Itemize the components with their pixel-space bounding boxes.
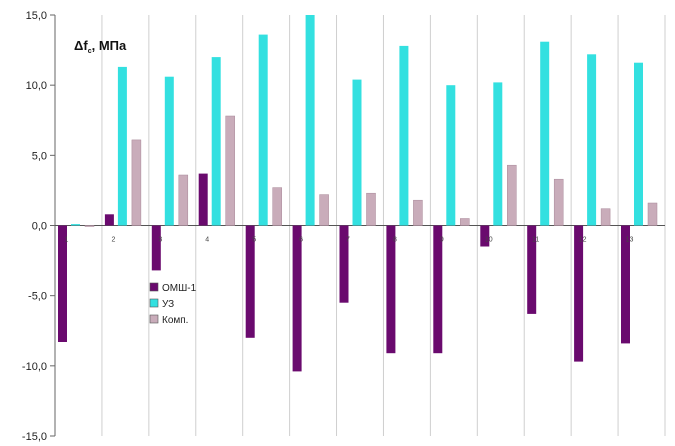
legend-swatch [149, 314, 159, 324]
bar-2 [540, 41, 550, 226]
y-tick-label: -5,0 [28, 291, 47, 303]
bar-2 [493, 82, 503, 226]
bar-2 [117, 66, 127, 226]
bar-2 [71, 224, 80, 226]
category-label: 8 [393, 237, 397, 244]
bar-3 [225, 115, 235, 226]
legend-label: Комп. [162, 315, 188, 326]
bar-1 [621, 225, 630, 344]
legend-swatch [149, 282, 159, 292]
bar-2 [211, 57, 221, 226]
bar-2 [305, 15, 315, 226]
legend-label: ОМШ-1 [162, 283, 197, 294]
bar-3 [178, 174, 189, 226]
bar-1 [198, 173, 208, 226]
bar-3 [600, 208, 611, 226]
category-label: 10 [485, 237, 493, 244]
y-tick-label: -15,0 [22, 431, 47, 443]
y-tick-label: -10,0 [22, 361, 47, 373]
bar-3 [84, 225, 95, 227]
bar-1 [104, 214, 114, 226]
bar-1 [386, 225, 396, 354]
category-label: 11 [532, 237, 539, 244]
bar-2 [352, 79, 362, 226]
bar-1 [292, 225, 302, 372]
bar-1 [245, 225, 255, 338]
category-label: 2 [111, 237, 115, 244]
category-label: 9 [440, 237, 444, 244]
bar-1 [574, 225, 584, 362]
bar-1 [433, 225, 443, 354]
bar-1 [480, 225, 490, 247]
category-label: 7 [346, 237, 350, 244]
category-label: 4 [205, 237, 209, 244]
bar-2 [164, 76, 174, 226]
bar-1 [151, 225, 161, 271]
bars-layer [58, 15, 658, 372]
bar-2 [634, 62, 643, 226]
legend: ОМШ-1 УЗ Комп. [149, 282, 197, 326]
bar-2 [258, 34, 268, 226]
bar-3 [647, 202, 658, 226]
bar-2 [446, 85, 456, 226]
category-label: 13 [626, 237, 634, 244]
y-tick-label: 10,0 [26, 80, 47, 92]
bar-3 [272, 187, 282, 226]
bar-3 [319, 194, 329, 226]
category-label: 1 [65, 237, 69, 244]
bar-1 [339, 225, 349, 303]
legend-label: УЗ [162, 299, 174, 310]
y-tick-label: 15,0 [26, 10, 47, 22]
labels-layer: 1 2 3 4 5 6 7 8 9 10 11 12 13 [65, 237, 634, 244]
y-axis-label: Δfc, МПа [74, 38, 127, 55]
category-label: 6 [299, 237, 303, 244]
bar-3 [366, 192, 376, 226]
category-label: 5 [252, 237, 256, 244]
bar-2 [399, 45, 409, 226]
y-tick-label: 5,0 [32, 150, 47, 162]
bar-1 [527, 225, 537, 314]
bar-1 [58, 225, 67, 342]
bar-3 [460, 218, 470, 226]
bar-3 [131, 139, 142, 226]
bar-3 [507, 164, 517, 226]
bar-3 [413, 199, 423, 226]
category-label: 12 [579, 237, 587, 244]
legend-swatch [149, 298, 159, 308]
bar-3 [553, 178, 564, 226]
category-label: 3 [158, 237, 162, 244]
bar-2 [587, 54, 597, 226]
y-tick-label: 0,0 [32, 221, 47, 233]
